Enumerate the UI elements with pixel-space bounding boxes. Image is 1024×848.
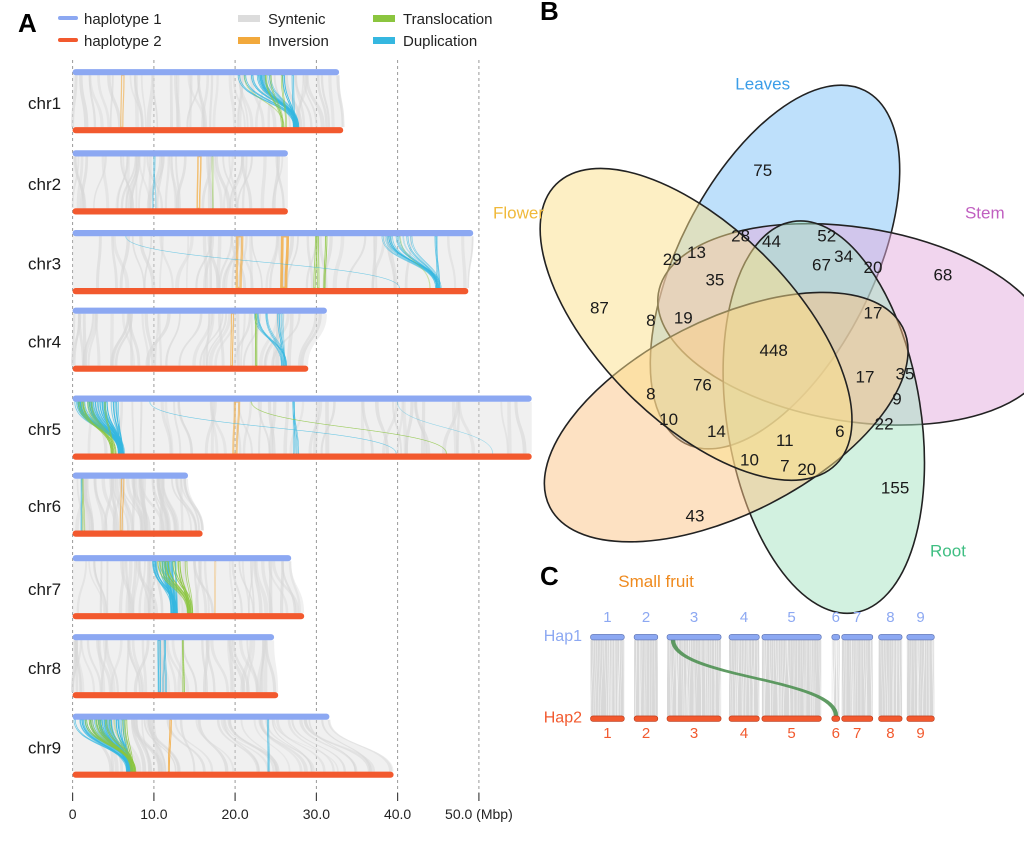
svg-text:Translocation: Translocation [403, 11, 493, 28]
svg-text:haplotype 1: haplotype 1 [84, 11, 162, 28]
svg-text:11: 11 [776, 431, 794, 450]
svg-text:29: 29 [663, 250, 682, 269]
svg-text:20: 20 [797, 460, 816, 479]
svg-text:Stem: Stem [965, 203, 1005, 222]
svg-text:Inversion: Inversion [268, 33, 329, 50]
svg-text:chr5: chr5 [28, 420, 61, 439]
svg-text:30.0: 30.0 [303, 806, 330, 822]
svg-text:8: 8 [646, 384, 655, 403]
svg-text:2: 2 [642, 609, 650, 626]
svg-text:Hap2: Hap2 [544, 709, 582, 726]
svg-text:chr4: chr4 [28, 332, 61, 351]
svg-text:40.0: 40.0 [384, 806, 411, 822]
svg-text:7: 7 [853, 609, 861, 626]
svg-text:9: 9 [892, 389, 901, 408]
svg-text:1: 1 [603, 609, 611, 626]
svg-text:10: 10 [740, 451, 759, 470]
svg-text:76: 76 [693, 376, 712, 395]
svg-text:chr6: chr6 [28, 497, 61, 516]
svg-text:448: 448 [760, 341, 788, 360]
svg-text:10: 10 [659, 410, 678, 429]
svg-text:3: 3 [690, 725, 698, 742]
svg-text:155: 155 [881, 479, 909, 498]
svg-text:17: 17 [864, 303, 883, 322]
svg-text:8: 8 [886, 725, 894, 742]
svg-text:20.0: 20.0 [221, 806, 248, 822]
svg-text:34: 34 [834, 247, 853, 266]
svg-text:Leaves: Leaves [735, 75, 790, 94]
svg-text:8: 8 [886, 609, 894, 626]
svg-text:chr2: chr2 [28, 175, 61, 194]
svg-text:B: B [540, 0, 559, 26]
svg-text:Syntenic: Syntenic [268, 11, 326, 28]
svg-text:3: 3 [690, 609, 698, 626]
svg-text:17: 17 [856, 367, 875, 386]
svg-text:5: 5 [787, 725, 795, 742]
svg-text:75: 75 [753, 161, 772, 180]
svg-text:10.0: 10.0 [140, 806, 167, 822]
svg-text:4: 4 [740, 725, 748, 742]
svg-text:9: 9 [916, 609, 924, 626]
svg-text:haplotype 2: haplotype 2 [84, 33, 162, 50]
svg-text:Duplication: Duplication [403, 33, 477, 50]
svg-text:5: 5 [787, 609, 795, 626]
svg-text:C: C [540, 561, 559, 591]
svg-text:2: 2 [642, 725, 650, 742]
svg-text:7: 7 [853, 725, 861, 742]
svg-text:14: 14 [707, 422, 726, 441]
svg-text:1: 1 [603, 725, 611, 742]
svg-text:8: 8 [646, 311, 655, 330]
svg-text:67: 67 [812, 256, 831, 275]
svg-text:43: 43 [686, 506, 705, 525]
svg-text:6: 6 [832, 609, 840, 626]
svg-text:50.0 (Mbp): 50.0 (Mbp) [445, 806, 513, 822]
svg-text:Flower: Flower [493, 203, 544, 222]
svg-text:Root: Root [930, 542, 966, 561]
svg-text:44: 44 [762, 232, 781, 251]
svg-text:A: A [18, 8, 37, 38]
svg-text:7: 7 [780, 456, 789, 475]
svg-text:chr3: chr3 [28, 255, 61, 274]
svg-text:6: 6 [832, 725, 840, 742]
svg-text:4: 4 [740, 609, 748, 626]
svg-text:chr8: chr8 [28, 659, 61, 678]
svg-text:87: 87 [590, 298, 609, 317]
svg-text:9: 9 [916, 725, 924, 742]
svg-text:chr7: chr7 [28, 580, 61, 599]
svg-text:13: 13 [687, 243, 706, 262]
svg-text:6: 6 [835, 422, 844, 441]
svg-text:0: 0 [69, 806, 77, 822]
svg-text:chr9: chr9 [28, 738, 61, 757]
svg-text:35: 35 [896, 364, 915, 383]
svg-text:20: 20 [864, 258, 883, 277]
svg-text:35: 35 [705, 270, 724, 289]
svg-text:Small fruit: Small fruit [618, 572, 694, 591]
svg-text:28: 28 [731, 226, 750, 245]
svg-text:68: 68 [933, 265, 952, 284]
svg-text:52: 52 [817, 226, 836, 245]
svg-text:chr1: chr1 [28, 94, 61, 113]
svg-text:19: 19 [674, 309, 693, 328]
svg-text:Hap1: Hap1 [544, 628, 582, 645]
svg-text:22: 22 [875, 415, 894, 434]
